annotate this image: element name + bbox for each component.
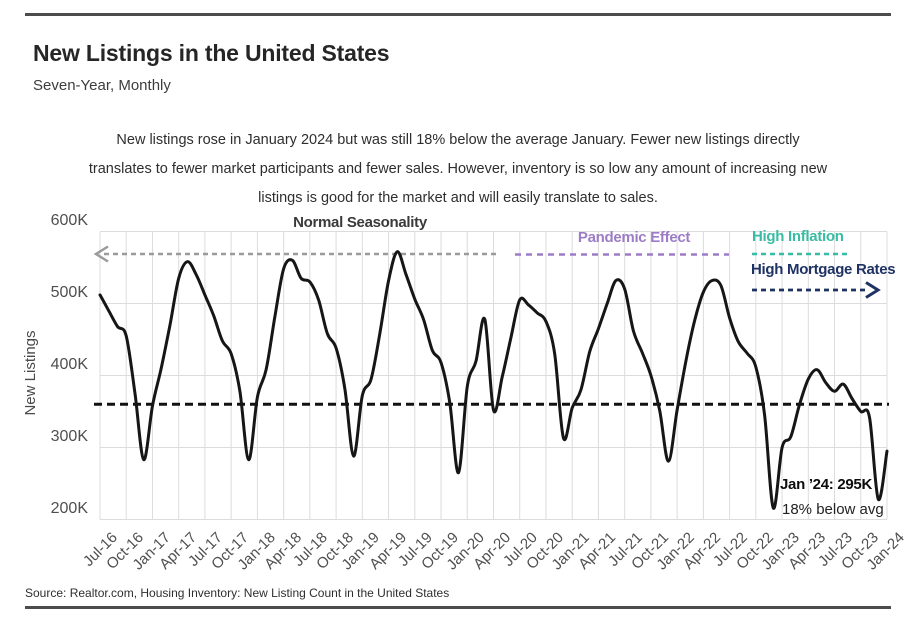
y-tick-label: 600K bbox=[50, 211, 88, 229]
description-line-2: translates to fewer market participants … bbox=[88, 161, 828, 177]
right-arrow-icon bbox=[865, 281, 881, 299]
chart-title: New Listings in the United States bbox=[33, 40, 390, 66]
y-tick-label: 300K bbox=[50, 427, 88, 445]
description-line-1: New listings rose in January 2024 but wa… bbox=[116, 132, 800, 148]
annotation-normal-seasonality: Normal Seasonality bbox=[293, 214, 427, 231]
chart-description: New listings rose in January 2024 but wa… bbox=[0, 126, 916, 213]
y-tick-label: 400K bbox=[50, 355, 88, 373]
description-line-3: listings is good for the market and will… bbox=[258, 190, 658, 206]
left-arrow-icon bbox=[93, 245, 109, 263]
top-rule bbox=[25, 13, 891, 16]
annotation-endpoint-note: 18% below avg bbox=[782, 501, 884, 518]
series-line bbox=[98, 250, 889, 510]
y-tick-label: 200K bbox=[50, 499, 88, 517]
annotation-high-mortgage-rates: High Mortgage Rates bbox=[751, 261, 896, 278]
annotation-high-inflation: High Inflation bbox=[752, 228, 844, 245]
chart-subtitle: Seven-Year, Monthly bbox=[33, 77, 171, 94]
source-note: Source: Realtor.com, Housing Inventory: … bbox=[25, 586, 450, 600]
gridlines bbox=[99, 231, 888, 520]
annotation-pandemic-effect: Pandemic Effect bbox=[577, 229, 691, 246]
bottom-rule bbox=[25, 606, 891, 609]
annotation-endpoint-value: Jan ’24: 295K bbox=[780, 476, 872, 493]
y-tick-label: 500K bbox=[50, 283, 88, 301]
